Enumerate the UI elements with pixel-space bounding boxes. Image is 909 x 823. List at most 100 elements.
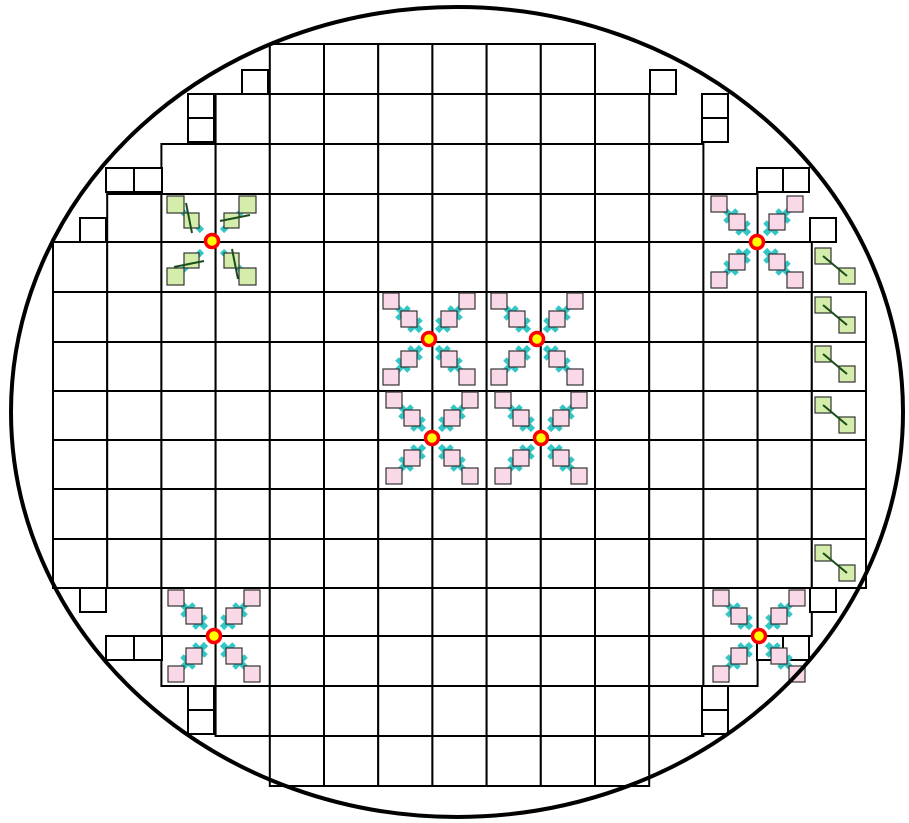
probe-pad xyxy=(385,391,403,409)
circle-marker-icon xyxy=(528,330,546,348)
die-cell xyxy=(539,93,596,145)
probe-pad xyxy=(443,449,461,467)
die-cell xyxy=(323,43,380,95)
die-cell xyxy=(756,341,813,392)
probe-pad xyxy=(728,253,746,271)
die-cell xyxy=(268,488,325,540)
die-cell xyxy=(431,735,488,787)
die-cell xyxy=(756,439,813,490)
die-cell xyxy=(539,685,596,737)
probe-pad xyxy=(710,271,728,289)
probe-cross-icon xyxy=(494,391,588,485)
die-cell xyxy=(268,439,325,490)
die-cell xyxy=(52,241,109,293)
probe-pad xyxy=(786,195,804,213)
circle-marker-icon xyxy=(750,627,768,645)
edge-cell xyxy=(809,217,837,243)
die-cell xyxy=(268,685,325,737)
edge-cells xyxy=(79,69,837,735)
die-cell xyxy=(214,488,271,540)
die-cell xyxy=(485,538,542,589)
edge-cell xyxy=(105,635,135,661)
die-cell xyxy=(648,241,705,293)
die-cell xyxy=(268,193,325,243)
die-cell xyxy=(485,43,542,95)
probe-pad xyxy=(712,665,730,683)
die-cell xyxy=(160,341,217,392)
die-cell xyxy=(594,143,651,195)
die-cell xyxy=(594,390,651,441)
die-cell xyxy=(323,735,380,787)
edge-cell xyxy=(187,117,215,143)
die-cell xyxy=(648,488,705,540)
die-cell xyxy=(323,635,380,687)
die-cell xyxy=(594,241,651,293)
die-cell xyxy=(539,143,596,195)
edge-cell xyxy=(701,685,729,711)
die-cell xyxy=(323,143,380,195)
pad-link xyxy=(219,214,251,222)
die-cell xyxy=(377,635,434,687)
die-cell xyxy=(431,538,488,589)
die-cell xyxy=(594,291,651,343)
die-cell xyxy=(377,685,434,737)
edge-cell xyxy=(809,587,837,613)
die-cell xyxy=(323,488,380,540)
green-pad xyxy=(166,267,185,286)
die-cell xyxy=(214,341,271,392)
edge-cell xyxy=(241,69,269,95)
die-cell xyxy=(160,143,217,195)
probe-pad xyxy=(382,368,400,386)
die-cell xyxy=(106,488,163,540)
edge-cell xyxy=(79,217,107,243)
die-cell xyxy=(160,291,217,343)
probe-pad xyxy=(458,368,476,386)
die-cell xyxy=(594,685,651,737)
die-cell xyxy=(323,93,380,145)
die-cell xyxy=(377,587,434,637)
die-cell xyxy=(377,735,434,787)
die-cell xyxy=(702,341,759,392)
pad-link xyxy=(822,404,848,426)
die-cell xyxy=(539,635,596,687)
pad-pair-icon xyxy=(814,247,856,285)
probe-pad xyxy=(490,292,508,310)
probe-pad xyxy=(728,213,746,231)
die-cell xyxy=(594,193,651,243)
die-cell xyxy=(323,241,380,293)
die-cell xyxy=(52,538,109,589)
probe-pad xyxy=(770,607,788,625)
probe-pad xyxy=(403,409,421,427)
die-cell xyxy=(268,143,325,195)
die-cell xyxy=(648,143,705,195)
die-cell xyxy=(431,241,488,293)
die-cell xyxy=(648,685,705,737)
die-cell xyxy=(485,587,542,637)
die-cell xyxy=(648,538,705,589)
die-cell xyxy=(214,143,271,195)
probe-pad xyxy=(570,391,588,409)
pad-pair-icon xyxy=(814,396,856,434)
die-cell xyxy=(323,291,380,343)
die-cell xyxy=(52,439,109,490)
edge-cell xyxy=(782,167,810,193)
probe-pad xyxy=(461,391,479,409)
edge-cell xyxy=(79,587,107,613)
circle-marker-icon xyxy=(423,429,441,447)
probe-pad xyxy=(403,449,421,467)
die-cell xyxy=(594,439,651,490)
die-grid xyxy=(52,43,867,787)
die-cell xyxy=(214,93,271,145)
die-cell xyxy=(594,735,651,787)
die-cell xyxy=(160,390,217,441)
die-cell xyxy=(214,390,271,441)
die-cell xyxy=(485,143,542,195)
die-cell xyxy=(268,43,325,95)
edge-cell xyxy=(701,93,729,119)
die-cell xyxy=(756,291,813,343)
die-cell xyxy=(52,390,109,441)
wafer-outline xyxy=(9,5,905,819)
pad-link xyxy=(822,304,848,326)
die-cell xyxy=(377,488,434,540)
